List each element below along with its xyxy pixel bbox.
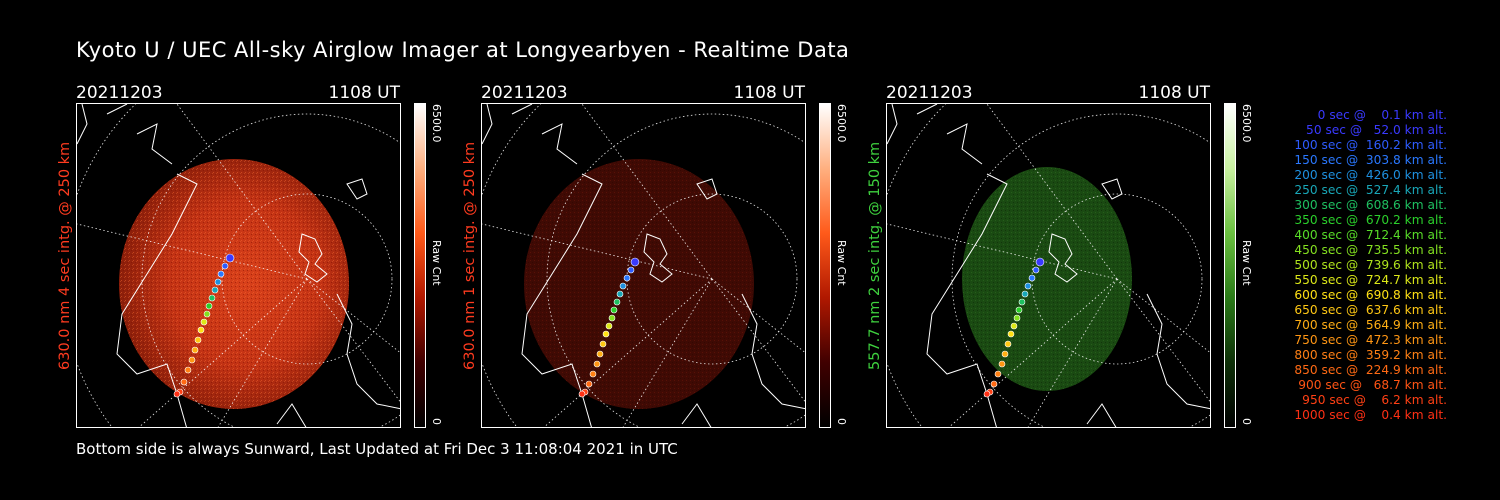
panel-2-side-label: 630.0 nm 1 sec intg. @ 250 km xyxy=(462,141,478,370)
panel-3-side-label: 557.7 nm 2 sec intg. @ 150 km xyxy=(867,141,883,370)
legend-row: 1000 sec @ 0.4 km alt. xyxy=(1294,408,1447,422)
panel-3-colorbar xyxy=(1224,103,1236,428)
trajectory-legend: 0 sec @ 0.1 km alt. 50 sec @ 52.0 km alt… xyxy=(1252,108,1447,423)
panel-2-colorbar-min: 0 xyxy=(835,418,848,425)
panel-3-image xyxy=(886,103,1211,428)
legend-row: 50 sec @ 52.0 km alt. xyxy=(1298,123,1447,137)
legend-row: 200 sec @ 426.0 km alt. xyxy=(1290,168,1447,182)
legend-row: 100 sec @ 160.2 km alt. xyxy=(1290,138,1447,152)
satellite-trajectory xyxy=(173,253,235,398)
panel-1-colorbar-max: 6500.0 xyxy=(430,104,443,143)
legend-row: 950 sec @ 6.2 km alt. xyxy=(1298,393,1447,407)
legend-row: 850 sec @ 224.9 km alt. xyxy=(1290,363,1447,377)
panel-3-date: 20211203 xyxy=(886,83,973,103)
panel-1-date: 20211203 xyxy=(76,83,163,103)
legend-row: 250 sec @ 527.4 km alt. xyxy=(1290,183,1447,197)
panel-2-date: 20211203 xyxy=(481,83,568,103)
panel-3-time: 1108 UT xyxy=(1138,83,1211,103)
page-title: Kyoto U / UEC All-sky Airglow Imager at … xyxy=(76,38,850,62)
legend-row: 350 sec @ 670.2 km alt. xyxy=(1290,213,1447,227)
panel-1-colorbar xyxy=(414,103,426,428)
panel-1-side-label: 630.0 nm 4 sec intg. @ 250 km xyxy=(57,141,73,370)
legend-row: 900 sec @ 68.7 km alt. xyxy=(1294,378,1447,392)
legend-row: 400 sec @ 712.4 km alt. xyxy=(1290,228,1447,242)
legend-row: 550 sec @ 724.7 km alt. xyxy=(1290,273,1447,287)
legend-row: 450 sec @ 735.5 km alt. xyxy=(1290,243,1447,257)
legend-row: 300 sec @ 608.6 km alt. xyxy=(1290,198,1447,212)
legend-row: 500 sec @ 739.6 km alt. xyxy=(1290,258,1447,272)
footer-note: Bottom side is always Sunward, Last Upda… xyxy=(76,440,678,458)
panel-2-colorbar-max: 6500.0 xyxy=(835,104,848,143)
panel-1-time: 1108 UT xyxy=(328,83,401,103)
panel-1-image xyxy=(76,103,401,428)
panel-2-image xyxy=(481,103,806,428)
legend-row: 650 sec @ 637.6 km alt. xyxy=(1290,303,1447,317)
satellite-trajectory xyxy=(983,257,1045,398)
panel-1-colorbar-unit: Raw Cnt xyxy=(430,240,443,286)
satellite-trajectory xyxy=(578,257,640,398)
legend-row: 800 sec @ 359.2 km alt. xyxy=(1290,348,1447,362)
legend-row: 600 sec @ 690.8 km alt. xyxy=(1290,288,1447,302)
panel-2-time: 1108 UT xyxy=(733,83,806,103)
panel-1-colorbar-min: 0 xyxy=(430,418,443,425)
legend-row: 750 sec @ 472.3 km alt. xyxy=(1290,333,1447,347)
legend-row: 150 sec @ 303.8 km alt. xyxy=(1290,153,1447,167)
panel-2-colorbar-unit: Raw Cnt xyxy=(835,240,848,286)
legend-row: 700 sec @ 564.9 km alt. xyxy=(1290,318,1447,332)
panel-2-colorbar xyxy=(819,103,831,428)
legend-row: 0 sec @ 0.1 km alt. xyxy=(1306,108,1447,122)
